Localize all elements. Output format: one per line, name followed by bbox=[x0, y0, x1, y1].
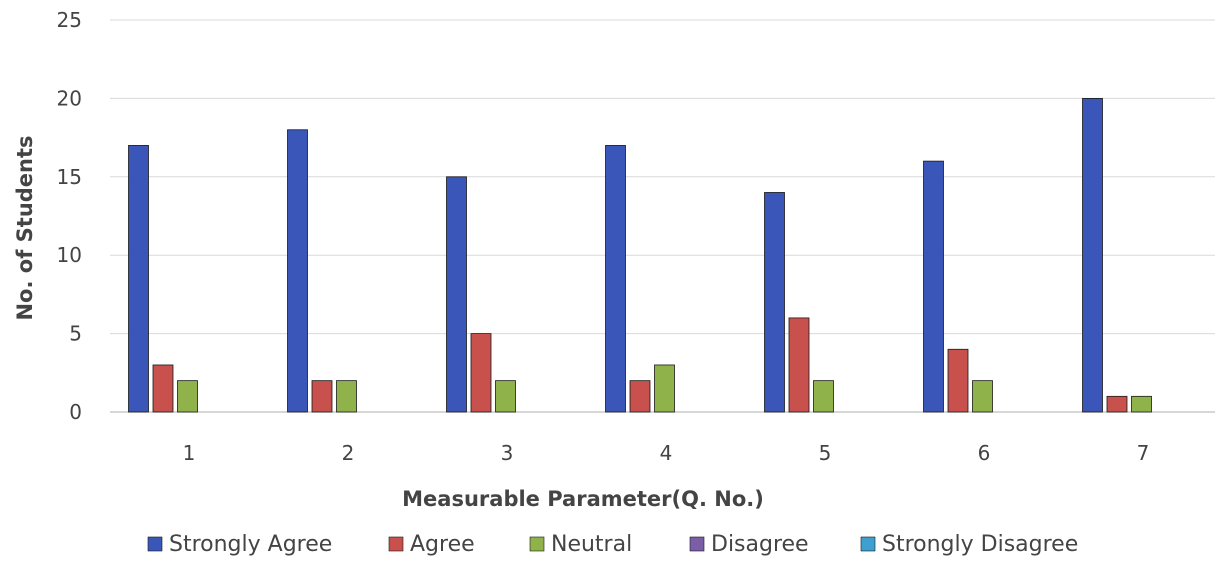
legend-swatch-strongly-agree bbox=[147, 536, 163, 552]
x-tick-label: 3 bbox=[501, 441, 514, 465]
bar-agree-q1 bbox=[152, 364, 174, 413]
legend-label-neutral: Neutral bbox=[551, 532, 632, 557]
y-tick-label: 15 bbox=[57, 165, 82, 189]
bar-neutral-q3 bbox=[495, 380, 516, 413]
legend-label-disagree: Disagree bbox=[711, 532, 809, 557]
y-tick-label: 0 bbox=[69, 400, 82, 424]
x-axis-ticks: 1 2 3 4 5 6 7 bbox=[183, 441, 1150, 465]
bar-agree-q6 bbox=[947, 348, 969, 413]
bar-neutral-q1 bbox=[177, 380, 198, 413]
gridlines bbox=[110, 19, 1215, 413]
bar-strongly-agree-q6 bbox=[923, 160, 944, 413]
x-axis-title: Measurable Parameter(Q. No.) bbox=[402, 487, 764, 511]
legend: Strongly Agree Agree Neutral Disagree Strong… bbox=[147, 532, 1078, 557]
bar-neutral-q2 bbox=[336, 380, 357, 413]
bar-strongly-agree-q2 bbox=[287, 129, 308, 413]
y-tick-label: 25 bbox=[57, 8, 82, 32]
bar-strongly-agree-q4 bbox=[605, 145, 626, 413]
bar-neutral-q6 bbox=[972, 380, 993, 413]
legend-swatch-disagree bbox=[689, 536, 705, 552]
legend-swatch-agree bbox=[388, 536, 404, 552]
y-tick-label: 5 bbox=[69, 322, 82, 346]
x-tick-label: 7 bbox=[1137, 441, 1150, 465]
x-tick-label: 4 bbox=[660, 441, 673, 465]
legend-swatch-strongly-disagree bbox=[860, 536, 876, 552]
y-axis-title: No. of Students bbox=[13, 135, 37, 320]
x-tick-label: 6 bbox=[978, 441, 991, 465]
bar-agree-q3 bbox=[470, 333, 492, 413]
x-tick-label: 5 bbox=[819, 441, 832, 465]
bar-neutral-q5 bbox=[813, 380, 834, 413]
legend-label-agree: Agree bbox=[410, 532, 475, 557]
bar-agree-q5 bbox=[788, 317, 810, 413]
legend-label-strongly-disagree: Strongly Disagree bbox=[882, 532, 1078, 557]
y-tick-label: 10 bbox=[57, 243, 82, 267]
legend-swatch-neutral bbox=[529, 536, 545, 552]
y-axis-ticks: 0 5 10 15 20 25 bbox=[57, 8, 82, 424]
x-tick-label: 2 bbox=[342, 441, 355, 465]
x-tick-label: 1 bbox=[183, 441, 196, 465]
bar-strongly-agree-q1 bbox=[128, 145, 149, 413]
bar-agree-q7 bbox=[1106, 395, 1128, 413]
y-tick-label: 20 bbox=[57, 86, 82, 110]
bar-strongly-agree-q3 bbox=[446, 176, 467, 413]
bar-strongly-agree-q7 bbox=[1082, 98, 1103, 413]
bar-neutral-q4 bbox=[654, 364, 675, 413]
bar-agree-q4 bbox=[629, 380, 651, 413]
bar-neutral-q7 bbox=[1131, 395, 1152, 413]
bars bbox=[128, 98, 1152, 413]
bar-agree-q2 bbox=[311, 380, 333, 413]
bar-strongly-agree-q5 bbox=[764, 192, 785, 413]
legend-label-strongly-agree: Strongly Agree bbox=[169, 532, 332, 557]
